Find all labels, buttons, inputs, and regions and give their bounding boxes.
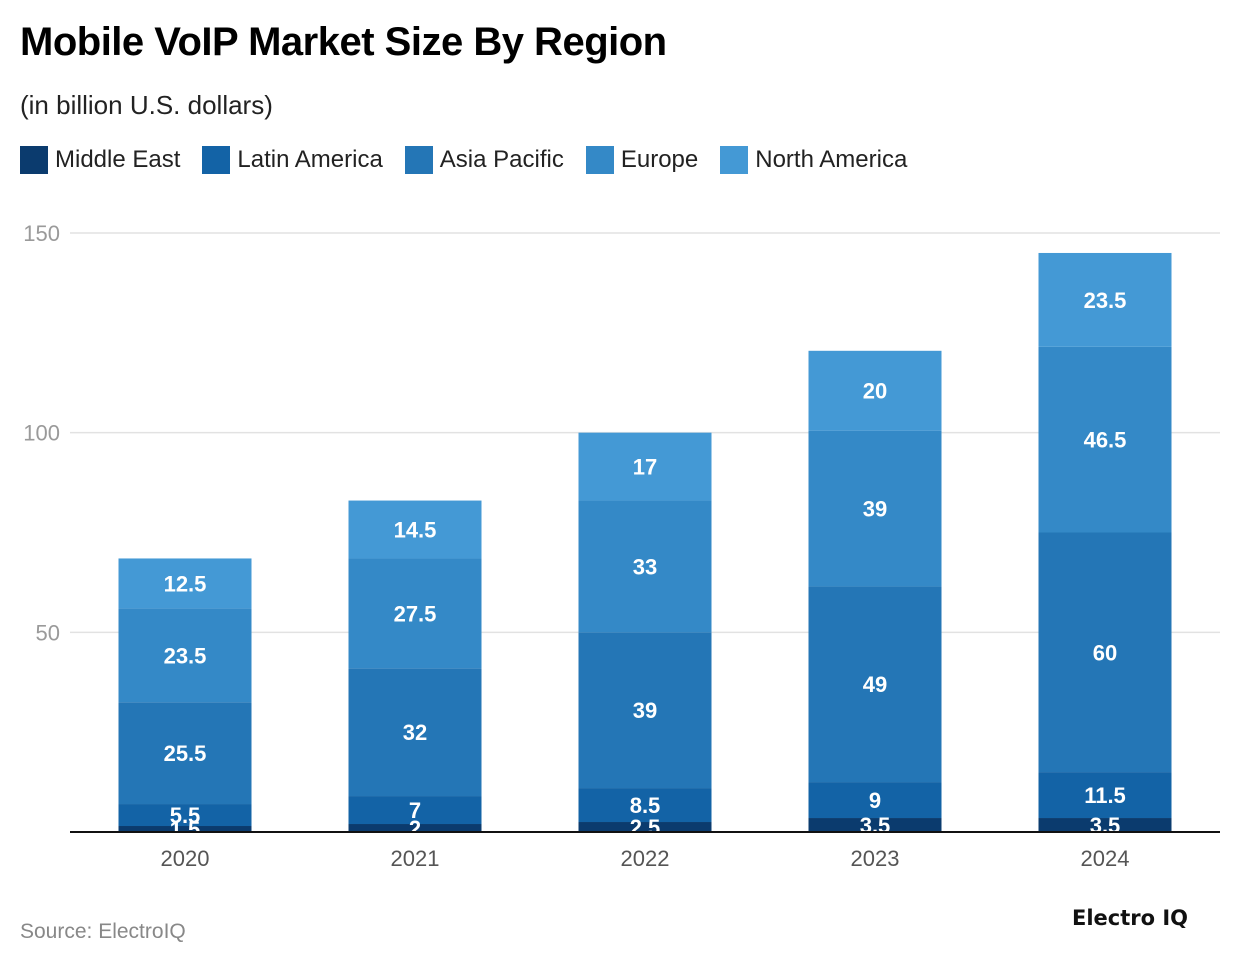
bar-segment	[118, 804, 252, 827]
x-tick-label: 2021	[391, 846, 440, 871]
legend-item-middle-east: Middle East	[20, 146, 180, 174]
data-label: 17	[633, 455, 657, 480]
bar-segment	[1038, 532, 1172, 773]
data-label: 9	[869, 788, 881, 813]
data-label: 39	[633, 698, 657, 723]
legend-item-europe: Europe	[585, 146, 699, 174]
bar-segment	[578, 632, 712, 789]
bar-segment	[348, 500, 482, 559]
data-label: 2.5	[630, 815, 661, 840]
data-label: 5.5	[170, 803, 201, 828]
data-label: 49	[863, 672, 887, 697]
chart-title: Mobile VoIP Market Size By Region	[20, 20, 667, 64]
legend-swatch-asia-pacific	[404, 146, 433, 174]
x-tick-label: 2024	[1081, 846, 1130, 871]
bar-segment	[118, 608, 252, 703]
bar-segment	[808, 430, 942, 587]
data-label: 11.5	[1084, 783, 1126, 808]
bar-segment	[118, 702, 252, 805]
legend: Middle East Latin America Asia Pacific E…	[20, 146, 929, 174]
legend-item-north-america: North America	[720, 146, 907, 174]
stacked-bar-chart: 50 100 150 1.55.5 25.5 23.5 12.5 2020 27 32 27.5 14…	[23, 221, 1220, 871]
x-tick-label: 2022	[621, 846, 670, 871]
data-label: 3.5	[860, 813, 891, 838]
data-label: 2	[409, 816, 421, 841]
legend-label: Asia Pacific	[439, 146, 564, 173]
legend-label: Middle East	[55, 146, 181, 173]
bar-segment	[808, 782, 942, 819]
bar-segment	[808, 818, 942, 832]
data-label: 1.5	[170, 817, 201, 842]
bar-segment	[348, 824, 482, 832]
data-label: 20	[863, 379, 887, 404]
legend-swatch-north-america	[720, 146, 749, 174]
legend-swatch-latin-america	[202, 146, 231, 174]
data-label: 60	[1093, 640, 1117, 665]
brand-logo: Electro IQ	[1072, 906, 1189, 930]
data-label: 33	[633, 554, 657, 579]
bar-segment	[578, 822, 712, 832]
bar-segment	[808, 350, 942, 431]
data-label: 23.5	[164, 643, 207, 668]
bar-segment	[348, 796, 482, 825]
data-label: 46.5	[1084, 428, 1127, 453]
bar-segment	[118, 558, 252, 609]
legend-swatch-europe	[585, 146, 614, 174]
y-tick-label: 100	[23, 421, 60, 446]
legend-label: Europe	[620, 146, 699, 173]
data-label: 7	[409, 798, 421, 823]
data-label: 32	[403, 720, 427, 745]
data-label: 3.5	[1090, 813, 1121, 838]
x-tick-label: 2020	[161, 846, 210, 871]
data-label: 8.5	[630, 793, 661, 818]
data-label: 14.5	[394, 518, 437, 543]
legend-item-asia-pacific: Asia Pacific	[404, 146, 564, 174]
bar-segment	[578, 432, 712, 501]
x-tick-label: 2023	[851, 846, 900, 871]
data-label: 23.5	[1084, 288, 1127, 313]
bar-segment	[348, 668, 482, 797]
bar-segment	[1038, 818, 1172, 832]
chart-subtitle: (in billion U.S. dollars)	[20, 90, 273, 120]
legend-swatch-middle-east	[20, 146, 48, 174]
bar-segment	[808, 586, 942, 783]
bar-segment	[1038, 346, 1172, 533]
y-tick-label: 50	[36, 620, 60, 645]
bar-segment	[578, 500, 712, 633]
bar-segment	[118, 826, 252, 832]
data-label: 39	[863, 497, 887, 522]
bar-segment	[578, 788, 712, 823]
bar-segment	[1038, 772, 1172, 819]
bar-segment	[1038, 252, 1172, 347]
legend-label: Latin America	[237, 146, 383, 173]
legend-label: North America	[755, 146, 908, 173]
y-tick-label: 150	[23, 221, 60, 246]
data-label: 27.5	[394, 601, 437, 626]
source-note: Source: ElectroIQ	[20, 920, 186, 943]
data-label: 12.5	[164, 571, 207, 596]
bar-segment	[348, 558, 482, 669]
legend-item-latin-america: Latin America	[202, 146, 383, 174]
data-label: 25.5	[164, 741, 207, 766]
